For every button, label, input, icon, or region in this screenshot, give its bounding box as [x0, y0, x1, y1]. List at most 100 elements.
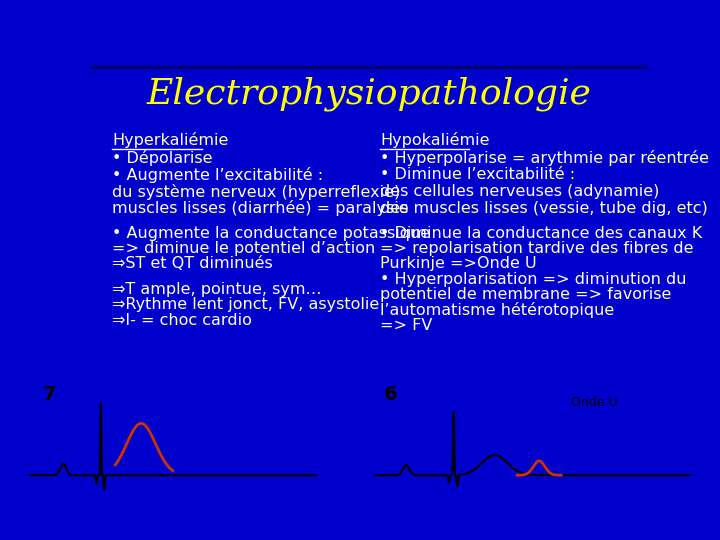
Bar — [90, 66, 648, 69]
Bar — [90, 65, 648, 68]
Bar — [90, 66, 648, 69]
Bar — [90, 66, 648, 68]
Text: • Dépolarise: • Dépolarise — [112, 150, 213, 166]
Bar — [90, 66, 648, 68]
Text: Onde U: Onde U — [571, 396, 618, 409]
Bar — [90, 66, 648, 69]
Bar — [90, 66, 648, 68]
Bar — [90, 65, 648, 67]
Bar — [90, 65, 648, 67]
Bar — [90, 66, 648, 68]
Bar — [90, 67, 648, 69]
Bar — [90, 66, 648, 69]
Bar — [90, 66, 648, 69]
Bar — [90, 65, 648, 68]
Bar — [90, 65, 648, 67]
Bar — [90, 66, 648, 68]
Bar — [90, 65, 648, 67]
Bar — [90, 66, 648, 68]
Text: • Diminue l’excitabilité :: • Diminue l’excitabilité : — [380, 167, 575, 183]
Bar — [90, 66, 648, 69]
Bar — [90, 66, 648, 68]
Text: Purkinje =>Onde U: Purkinje =>Onde U — [380, 256, 537, 272]
Bar — [90, 66, 648, 68]
Bar — [90, 66, 648, 68]
Bar — [90, 66, 648, 69]
Bar — [90, 67, 648, 69]
Bar — [90, 66, 648, 68]
Bar — [90, 65, 648, 67]
Bar — [90, 65, 648, 68]
Text: l’automatisme hétérotopique: l’automatisme hétérotopique — [380, 302, 614, 318]
Bar — [90, 66, 648, 69]
Bar — [90, 65, 648, 67]
Bar — [90, 65, 648, 67]
Bar — [90, 66, 648, 68]
Bar — [90, 65, 648, 67]
Bar — [90, 66, 648, 68]
Bar — [90, 65, 648, 67]
Bar — [90, 66, 648, 68]
Bar — [90, 65, 648, 68]
Bar — [90, 67, 648, 69]
Bar — [90, 66, 648, 68]
Bar — [90, 65, 648, 67]
Bar — [90, 65, 648, 68]
Bar — [90, 66, 648, 68]
Bar — [90, 66, 648, 68]
Text: des cellules nerveuses (adynamie): des cellules nerveuses (adynamie) — [380, 184, 660, 199]
Bar — [90, 66, 648, 69]
Bar — [90, 65, 648, 68]
Bar — [90, 66, 648, 69]
Bar — [90, 66, 648, 68]
Bar — [90, 66, 648, 68]
Bar — [90, 65, 648, 68]
Bar — [90, 65, 648, 68]
Bar — [90, 67, 648, 69]
Bar — [90, 65, 648, 68]
Bar — [90, 66, 648, 68]
Bar — [90, 66, 648, 68]
Text: du système nerveux (hyperreflexie): du système nerveux (hyperreflexie) — [112, 184, 400, 200]
Bar — [90, 66, 648, 68]
Bar — [90, 65, 648, 68]
Bar — [90, 66, 648, 69]
Bar — [90, 66, 648, 68]
Bar — [90, 65, 648, 67]
Bar — [90, 66, 648, 69]
Bar — [90, 66, 648, 68]
Bar — [90, 66, 648, 69]
Bar — [90, 66, 648, 69]
Bar — [90, 65, 648, 67]
Bar — [90, 66, 648, 69]
Bar — [90, 65, 648, 67]
Bar — [90, 67, 648, 69]
Bar — [90, 66, 648, 69]
Bar — [90, 65, 648, 68]
Bar — [90, 66, 648, 68]
Bar — [90, 66, 648, 68]
Bar — [90, 66, 648, 68]
Bar — [90, 66, 648, 68]
Text: 6: 6 — [384, 386, 397, 404]
Text: des muscles lisses (vessie, tube dig, etc): des muscles lisses (vessie, tube dig, et… — [380, 201, 708, 216]
Bar — [90, 66, 648, 69]
Bar — [90, 66, 648, 68]
Bar — [90, 66, 648, 69]
Bar — [90, 65, 648, 68]
Text: • Augmente la conductance potassique: • Augmente la conductance potassique — [112, 226, 431, 241]
Bar — [90, 65, 648, 68]
Bar — [90, 65, 648, 67]
Bar — [90, 65, 648, 67]
Bar — [90, 66, 648, 69]
Bar — [90, 66, 648, 68]
Text: muscles lisses (diarrhée) = paralysie: muscles lisses (diarrhée) = paralysie — [112, 200, 409, 216]
Bar — [90, 66, 648, 68]
Bar — [90, 67, 648, 69]
Text: • Diminue la conductance des canaux K: • Diminue la conductance des canaux K — [380, 226, 703, 241]
Bar — [90, 66, 648, 69]
Bar — [90, 65, 648, 67]
Text: Hyperkaliémie: Hyperkaliémie — [112, 132, 229, 147]
Bar — [90, 65, 648, 68]
Bar — [90, 65, 648, 67]
